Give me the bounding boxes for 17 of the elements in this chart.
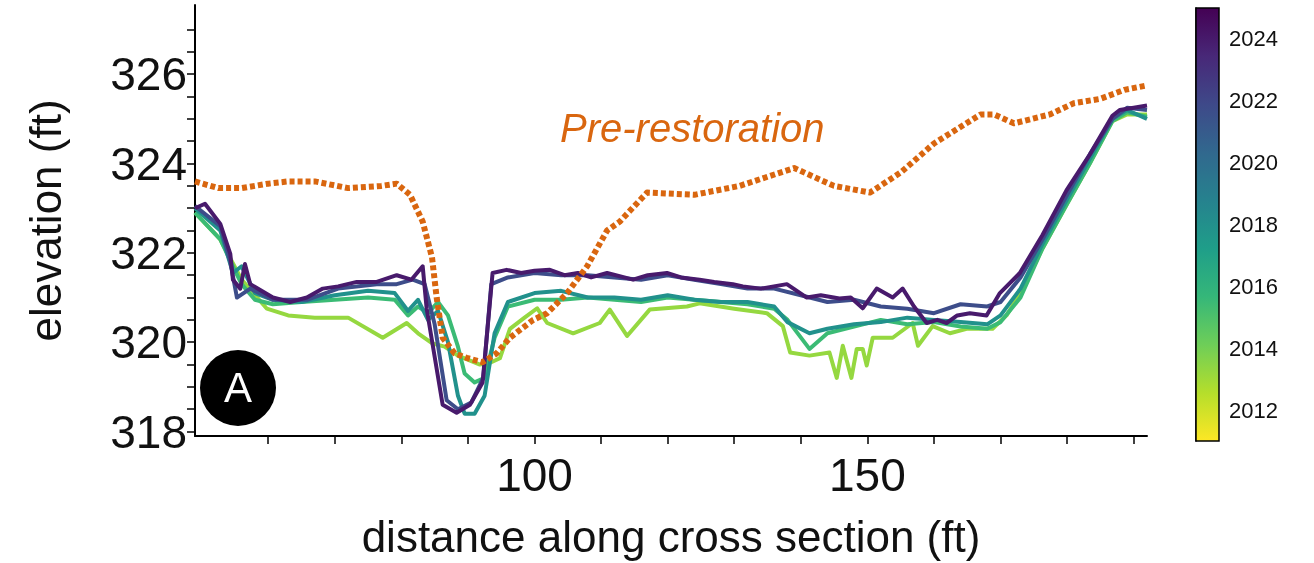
y-tick-label: 320 xyxy=(110,316,187,369)
x-axis-title: distance along cross section (ft) xyxy=(361,511,981,561)
y-tick-label: 326 xyxy=(110,48,187,101)
y-tick-label: 318 xyxy=(110,405,187,458)
series-label: Pre-restoration xyxy=(560,106,825,150)
x-tick-label: 100 xyxy=(496,449,573,501)
color-bar-label: 2024 xyxy=(1229,26,1278,52)
y-tick-label: 322 xyxy=(110,226,187,279)
y-tick-label: 324 xyxy=(110,137,187,190)
color-bar-label: 2020 xyxy=(1229,150,1278,176)
color-bar-label: 2014 xyxy=(1229,335,1278,361)
x-tick-label: 150 xyxy=(829,449,906,501)
color-bar-label: 2022 xyxy=(1229,88,1278,114)
y-axis-title: elevation (ft) xyxy=(20,99,70,342)
color-bar-label: 2018 xyxy=(1229,212,1278,237)
color-bar-label: 2016 xyxy=(1229,273,1278,299)
color-bar-label: 2012 xyxy=(1229,397,1278,423)
